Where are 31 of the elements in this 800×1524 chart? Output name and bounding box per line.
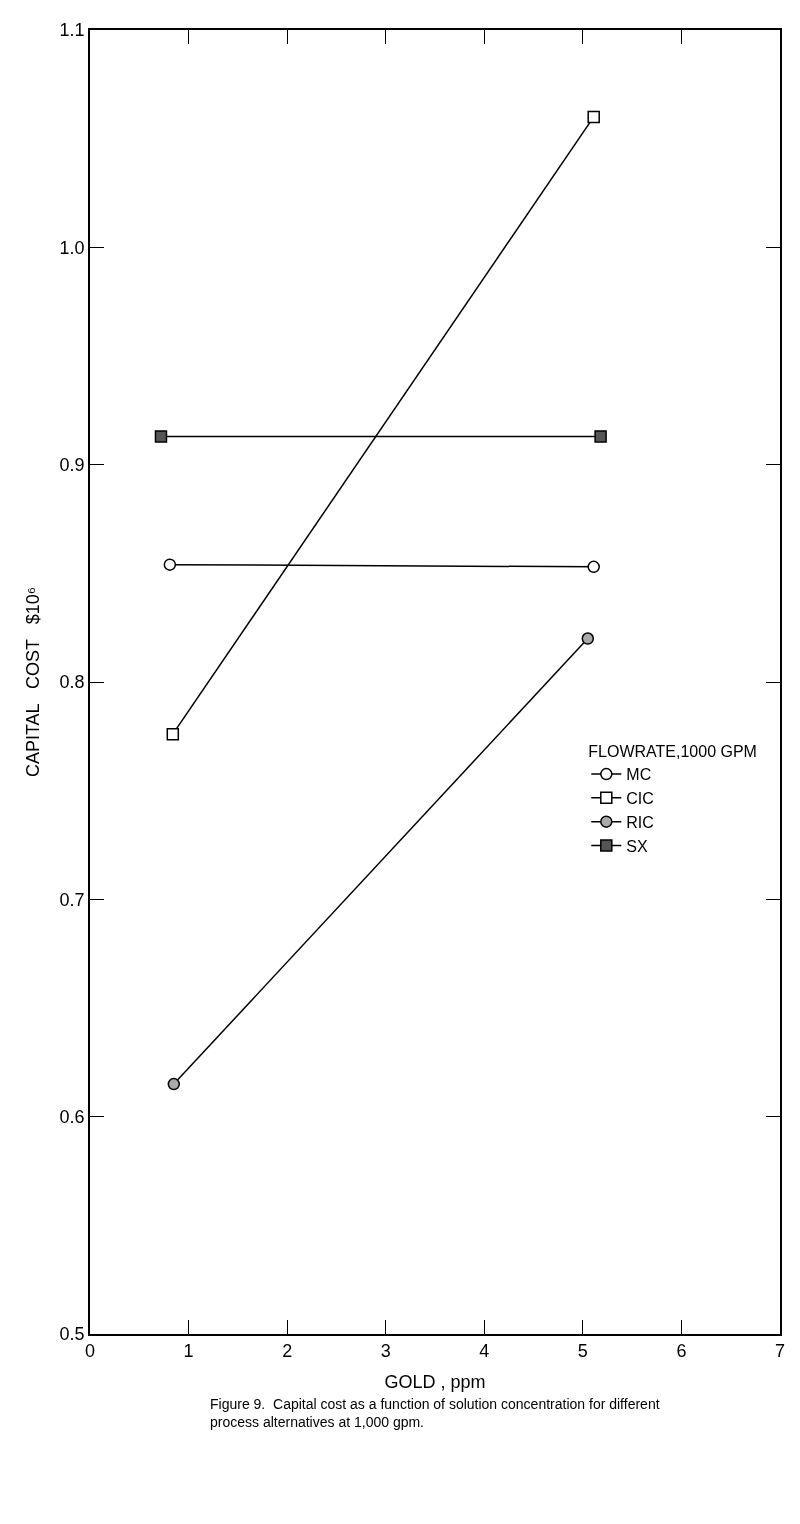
x-tick-label: 7 xyxy=(774,1341,786,1362)
y-tick-label: 0.6 xyxy=(59,1106,85,1127)
x-tick-label: 1 xyxy=(183,1341,194,1362)
x-tick-label: 5 xyxy=(577,1341,588,1362)
y-tick-label: 0.8 xyxy=(59,672,85,693)
y-tick-label: 0.7 xyxy=(59,889,85,910)
y-tick-label: 0.9 xyxy=(59,454,85,475)
x-tick-label: 0 xyxy=(84,1341,96,1362)
legend-title: FLOWRATE,1000 GPM xyxy=(588,743,757,761)
point xyxy=(166,727,180,741)
point xyxy=(594,430,607,443)
x-tick-label: 2 xyxy=(282,1341,293,1362)
x-axis-title: GOLD , ppm xyxy=(384,1371,486,1392)
point xyxy=(587,110,600,124)
legend-label: CIC xyxy=(626,790,654,808)
y-tick-label: 1.1 xyxy=(59,20,85,41)
y-tick-label: 1.0 xyxy=(59,237,85,258)
caption: Figure 9. Capital cost as a function of solution concentration for different process alternatives at 1,000 gpm. xyxy=(210,1396,660,1431)
y-axis-title: CAPITAL COST $10⁶ xyxy=(23,586,44,778)
legend-label: RIC xyxy=(626,813,654,831)
legend-label: SX xyxy=(626,837,648,855)
x-tick-label: 6 xyxy=(676,1341,687,1362)
point xyxy=(163,558,177,571)
point xyxy=(587,560,600,574)
point xyxy=(167,1077,181,1091)
legend-label: MC xyxy=(626,766,652,784)
x-tick-label: 4 xyxy=(479,1341,490,1362)
y-tick-label: 0.5 xyxy=(59,1324,85,1345)
point xyxy=(581,632,595,645)
x-tick-label: 3 xyxy=(380,1341,391,1362)
point xyxy=(154,430,168,443)
